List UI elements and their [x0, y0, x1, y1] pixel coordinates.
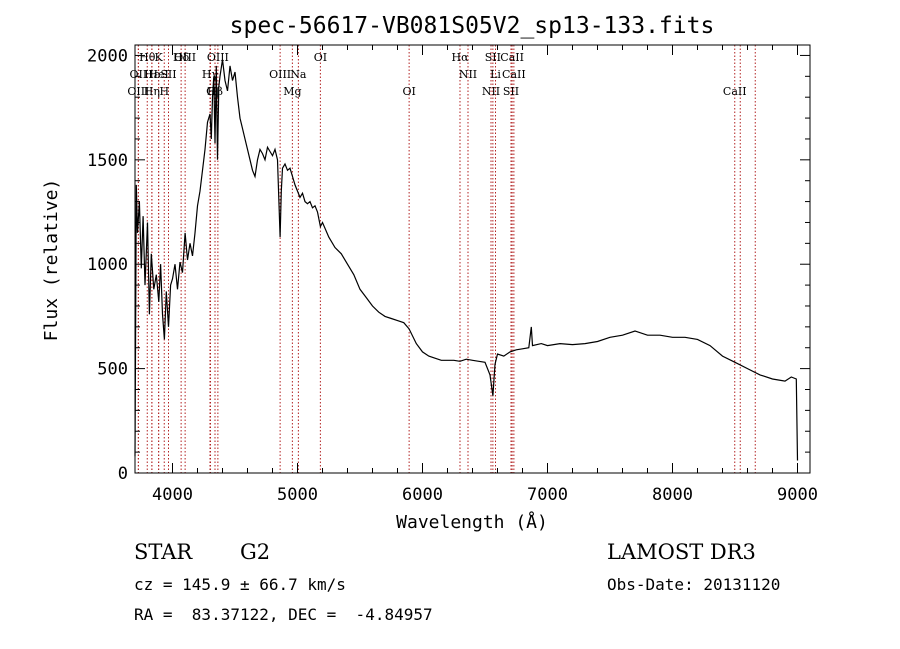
line-marker-label: Hε: [144, 68, 160, 81]
x-tick-label: 7000: [527, 485, 568, 505]
line-marker-label: Hα: [451, 51, 469, 64]
y-axis: 0 500 1000 1500 2000: [87, 46, 810, 484]
line-marker-label: Li: [490, 68, 501, 81]
line-marker-label: OIII: [127, 85, 149, 98]
line-marker-label: H: [159, 85, 169, 98]
y-tick-label: 2000: [87, 46, 128, 66]
line-marker-label: OII: [130, 68, 148, 81]
line-marker-label: K: [155, 51, 164, 64]
x-axis-label: Wavelength (Å): [396, 511, 548, 533]
line-marker-label: HeI: [148, 68, 168, 81]
line-marker-label: Hη: [144, 85, 160, 98]
line-marker-label: OIII: [269, 68, 291, 81]
line-marker-label: OI: [314, 51, 327, 64]
spectral-subclass: G2: [240, 540, 271, 564]
x-tick-label: 8000: [652, 485, 693, 505]
line-marker-label: CaII: [502, 68, 526, 81]
line-marker-label: Na: [290, 68, 307, 81]
y-tick-label: 1500: [87, 151, 128, 171]
line-marker-label: CaII: [500, 51, 524, 64]
plot-frame: [134, 44, 811, 474]
y-tick-label: 1000: [87, 255, 128, 275]
line-marker-label: NII: [482, 85, 500, 98]
line-marker-label: Hθ: [139, 51, 156, 64]
observation-date: Obs-Date: 20131120: [607, 575, 781, 594]
redshift-velocity: cz = 145.9 ± 66.7 km/s: [134, 575, 346, 594]
x-tick-label: 4000: [152, 485, 193, 505]
x-axis: 4000 5000 6000 7000 8000 9000: [152, 45, 818, 505]
line-marker-label: OIII: [174, 51, 196, 64]
line-marker-label: SII: [503, 85, 519, 98]
spectral-line-labels: HθOIIOIIIHεHηKHeIHSIIHδOIIIHγGHβOIIIOIII…: [127, 51, 746, 98]
chart-title: spec-56617-VB081S05V2_sp13-133.fits: [230, 13, 715, 39]
y-tick-label: 0: [118, 464, 128, 484]
object-class: STAR: [134, 540, 193, 564]
line-marker-label: OIII: [207, 51, 229, 64]
x-tick-label: 5000: [277, 485, 318, 505]
spectrum-line: [134, 59, 799, 461]
sky-coordinates: RA = 83.37122, DEC = -4.84957: [134, 605, 433, 624]
line-marker-label: OI: [402, 85, 415, 98]
y-axis-label: Flux (relative): [41, 179, 62, 342]
survey-name: LAMOST DR3: [607, 540, 756, 564]
spectral-line-markers: [137, 45, 756, 473]
x-tick-label: 6000: [402, 485, 443, 505]
line-marker-label: CaII: [723, 85, 747, 98]
line-marker-label: G: [206, 85, 215, 98]
line-marker-label: SII: [485, 51, 501, 64]
line-marker-label: Hδ: [173, 51, 190, 64]
line-marker-label: Mg: [283, 85, 301, 98]
line-marker-label: Hβ: [207, 85, 223, 98]
line-marker-label: SII: [160, 68, 176, 81]
x-tick-label: 9000: [777, 485, 818, 505]
y-tick-label: 500: [97, 360, 128, 380]
line-marker-label: NII: [459, 68, 477, 81]
